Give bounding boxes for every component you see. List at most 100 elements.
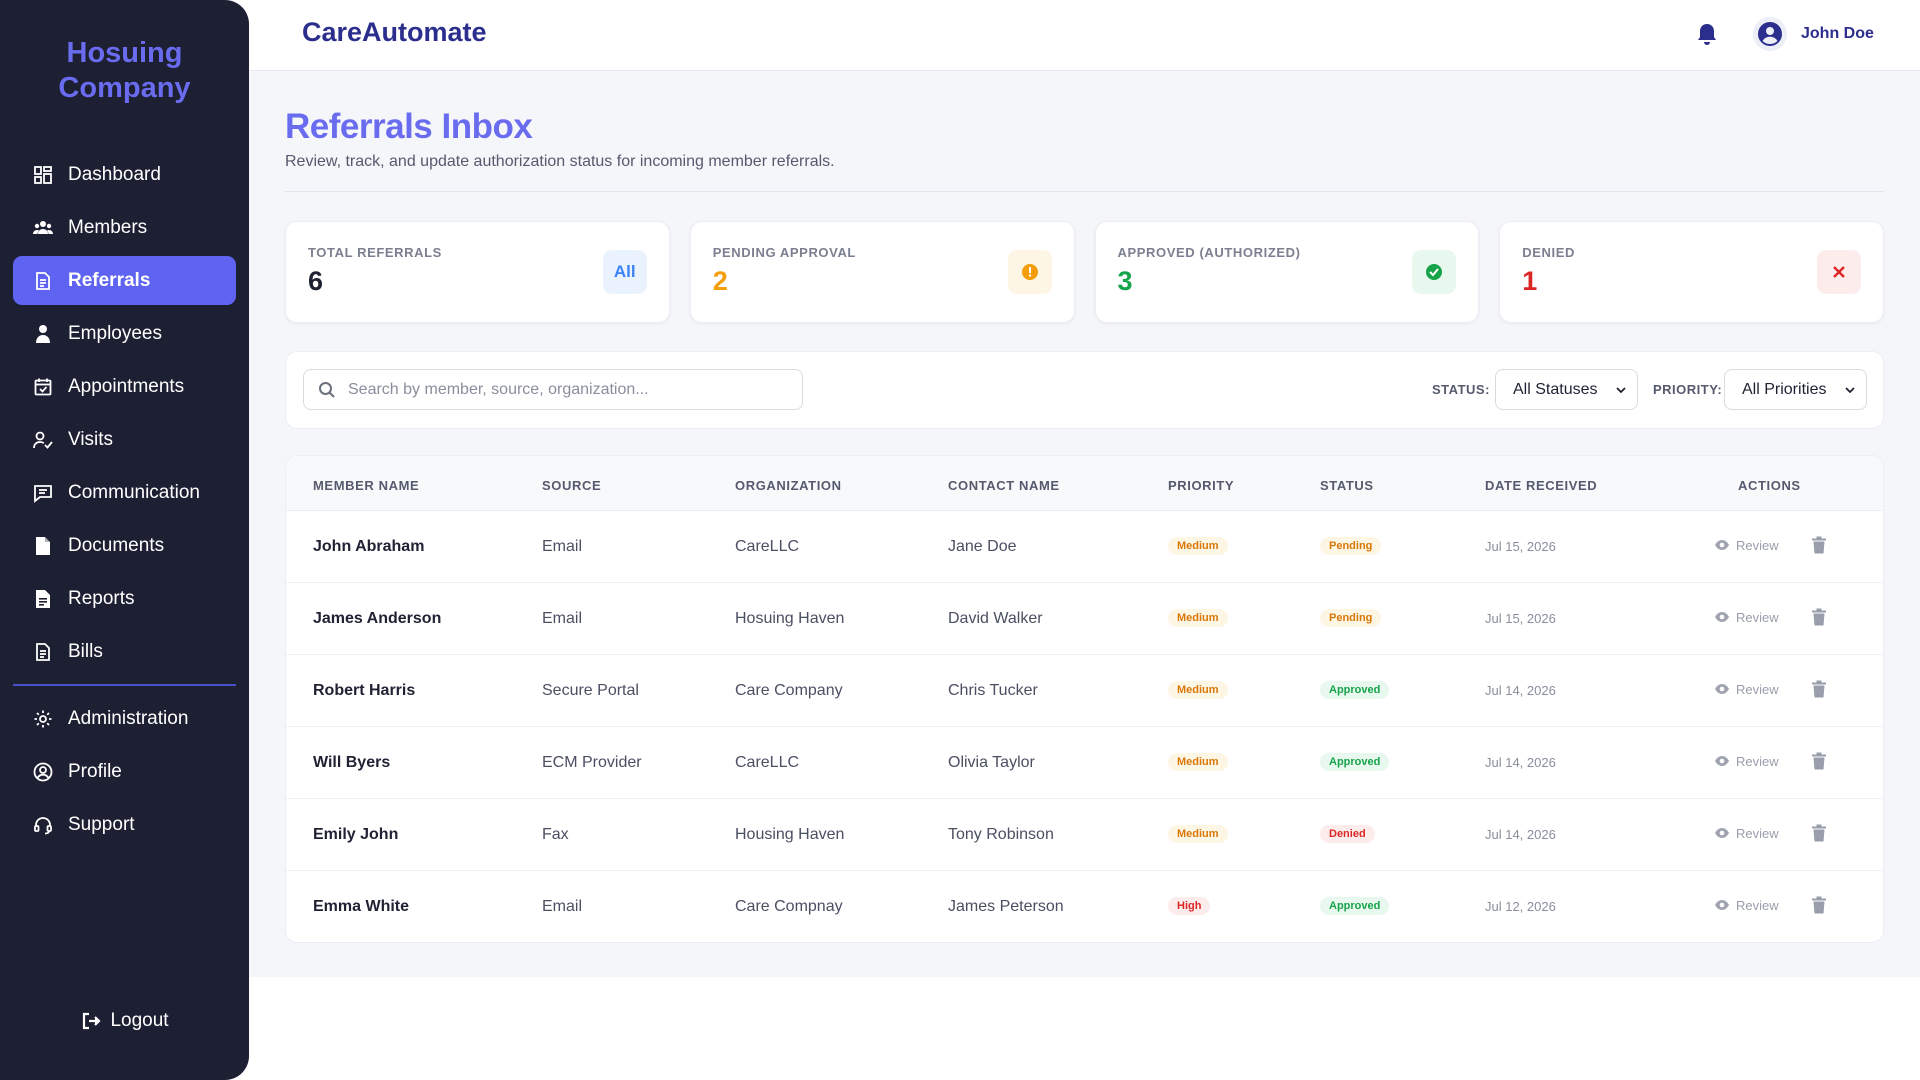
sidebar-item-employees[interactable]: Employees xyxy=(13,309,236,358)
sidebar-item-members[interactable]: Members xyxy=(13,203,236,252)
column-header: SOURCE xyxy=(542,478,602,493)
priority-select[interactable]: All Priorities xyxy=(1724,369,1867,410)
search-input[interactable] xyxy=(348,380,788,399)
organization: Hosuing Haven xyxy=(735,610,845,627)
trash-icon[interactable] xyxy=(1811,608,1827,626)
user-menu[interactable]: John Doe xyxy=(1753,17,1874,51)
stat-value: 3 xyxy=(1117,266,1133,296)
priority-badge: Medium xyxy=(1168,609,1228,627)
close-icon xyxy=(1817,250,1861,294)
table-row[interactable]: James Anderson Email Hosuing Haven David Wa… xyxy=(286,583,1883,655)
sidebar-item-dashboard[interactable]: Dashboard xyxy=(13,150,236,199)
review-button[interactable]: Review xyxy=(1714,609,1779,625)
eye-icon xyxy=(1715,756,1729,766)
sidebar-item-profile[interactable]: Profile xyxy=(13,747,236,796)
status-select[interactable]: All Statuses xyxy=(1495,369,1638,410)
stat-label: Total Referrals xyxy=(308,245,442,260)
document-icon xyxy=(32,270,54,292)
chevron-down-icon xyxy=(1845,387,1855,394)
table-row[interactable]: Emily John Fax Housing Haven Tony Robinson M… xyxy=(286,799,1883,871)
sidebar-item-label: Reports xyxy=(68,587,135,609)
sidebar-item-appointments[interactable]: Appointments xyxy=(13,362,236,411)
sidebar-item-referrals[interactable]: Referrals xyxy=(13,256,236,305)
source: Secure Portal xyxy=(542,682,639,699)
page-title: Referrals Inbox xyxy=(285,107,533,146)
priority-badge: Medium xyxy=(1168,753,1228,771)
column-header: PRIORITY xyxy=(1168,478,1235,493)
headset-icon xyxy=(32,814,54,836)
review-label: Review xyxy=(1736,537,1779,553)
review-button[interactable]: Review xyxy=(1714,897,1779,913)
priority-badge: Medium xyxy=(1168,537,1228,555)
review-button[interactable]: Review xyxy=(1714,753,1779,769)
page-subtitle: Review, track, and update authorization … xyxy=(285,153,835,170)
sidebar-nav: Dashboard Members Referrals Employees Ap… xyxy=(13,150,236,853)
table-row[interactable]: Will Byers ECM Provider CareLLC Olivia Tayl… xyxy=(286,727,1883,799)
stat-card-approved: Approved (Authorized) 3 xyxy=(1094,221,1480,323)
member-name: Will Byers xyxy=(313,754,391,771)
alert-icon xyxy=(1007,250,1052,294)
table-row[interactable]: Emma White Email Care Compnay James Peterso… xyxy=(286,871,1883,942)
stat-card-denied: Denied 1 xyxy=(1499,221,1884,323)
priority-badge: Medium xyxy=(1168,681,1228,699)
sidebar-item-reports[interactable]: Reports xyxy=(13,574,236,623)
logout-button[interactable]: Logout xyxy=(0,1010,249,1032)
source: Email xyxy=(542,610,583,627)
check-circle-icon xyxy=(1412,250,1457,294)
member-name: Emily John xyxy=(313,826,399,843)
source: Fax xyxy=(542,826,569,843)
priority-badge: Medium xyxy=(1168,825,1228,843)
trash-icon[interactable] xyxy=(1811,680,1827,698)
trash-icon[interactable] xyxy=(1811,896,1827,914)
priority-badge: High xyxy=(1168,897,1211,915)
eye-icon xyxy=(1715,684,1729,694)
sidebar-item-support[interactable]: Support xyxy=(13,800,236,849)
sidebar-item-label: Bills xyxy=(68,640,103,662)
dashboard-icon xyxy=(32,164,54,186)
sidebar-item-label: Communication xyxy=(68,481,200,503)
trash-icon[interactable] xyxy=(1811,752,1827,770)
column-header: DATE RECEIVED xyxy=(1485,478,1598,493)
sidebar-item-bills[interactable]: Bills xyxy=(13,627,236,676)
stat-label: Approved (Authorized) xyxy=(1117,245,1301,260)
eye-icon xyxy=(1715,612,1729,622)
review-label: Review xyxy=(1736,681,1779,697)
date-received: Jul 15, 2026 xyxy=(1485,611,1556,626)
contact-name: Jane Doe xyxy=(948,538,1017,555)
trash-icon[interactable] xyxy=(1811,536,1827,554)
user-name: John Doe xyxy=(1801,25,1874,42)
nav-divider xyxy=(13,684,236,686)
contact-name: Olivia Taylor xyxy=(948,754,1035,771)
review-button[interactable]: Review xyxy=(1714,537,1779,553)
sidebar-item-administration[interactable]: Administration xyxy=(13,694,236,743)
filter-bar: STATUS: All Statuses PRIORITY: All Prior… xyxy=(285,351,1884,429)
divider xyxy=(285,191,1884,192)
bell-icon[interactable] xyxy=(1695,22,1719,48)
stat-value: 1 xyxy=(1522,266,1538,296)
sidebar-item-visits[interactable]: Visits xyxy=(13,415,236,464)
sidebar-item-communication[interactable]: Communication xyxy=(13,468,236,517)
contact-name: David Walker xyxy=(948,610,1043,627)
main-content: Referrals Inbox Review, track, and updat… xyxy=(249,71,1920,977)
source: Email xyxy=(542,898,583,915)
member-name: James Anderson xyxy=(313,610,442,627)
table-row[interactable]: Robert Harris Secure Portal Care Company Ch… xyxy=(286,655,1883,727)
table-row[interactable]: John Abraham Email CareLLC Jane Doe Medium Pe… xyxy=(286,511,1883,583)
organization: Care Company xyxy=(735,682,843,699)
referrals-table: MEMBER NAME SOURCE ORGANIZATION CONTACT … xyxy=(285,455,1884,943)
review-button[interactable]: Review xyxy=(1714,825,1779,841)
sidebar-item-label: Documents xyxy=(68,534,165,556)
stat-card-total: Total Referrals 6 All xyxy=(285,221,670,323)
review-button[interactable]: Review xyxy=(1714,681,1779,697)
trash-icon[interactable] xyxy=(1811,824,1827,842)
search-box xyxy=(303,369,803,410)
priority-select-value: All Priorities xyxy=(1742,380,1827,398)
gear-icon xyxy=(32,708,54,730)
column-header: STATUS xyxy=(1320,478,1374,493)
column-header: MEMBER NAME xyxy=(313,478,420,493)
organization: CareLLC xyxy=(735,538,800,555)
file-icon xyxy=(32,535,54,557)
review-label: Review xyxy=(1736,609,1779,625)
sidebar-item-documents[interactable]: Documents xyxy=(13,521,236,570)
column-header: ORGANIZATION xyxy=(735,478,842,493)
